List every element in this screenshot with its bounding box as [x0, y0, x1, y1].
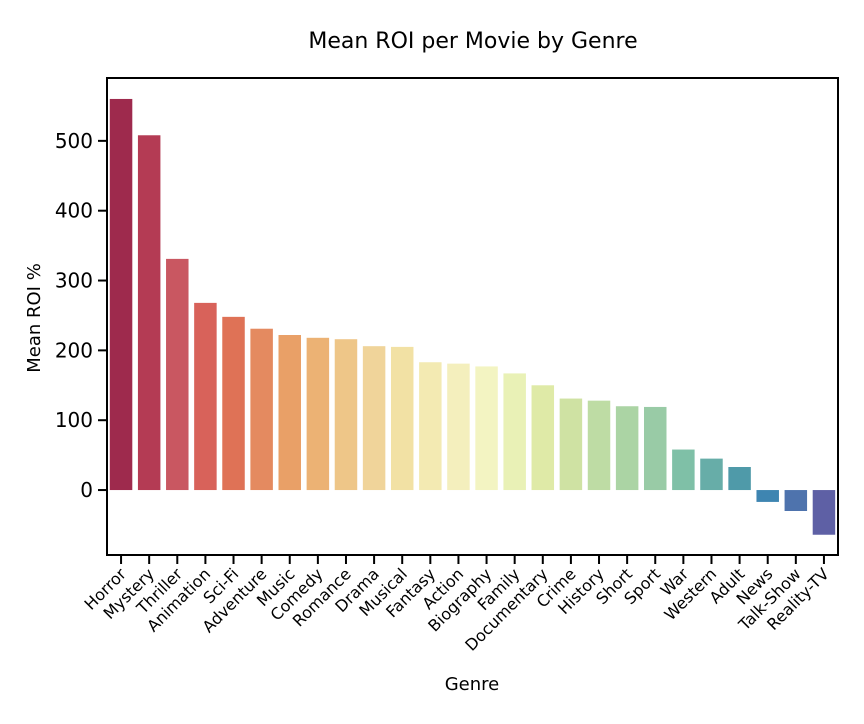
- y-tick-label: 100: [55, 408, 93, 432]
- chart-title: Mean ROI per Movie by Genre: [308, 29, 637, 54]
- bar-short: [615, 406, 639, 491]
- bar-adventure: [250, 328, 273, 491]
- bar-reality-tv: [812, 490, 836, 535]
- bar-fantasy: [419, 362, 442, 491]
- bar-mystery: [137, 135, 161, 491]
- bar-music: [278, 335, 301, 491]
- bar-drama: [362, 346, 386, 491]
- y-tick-label: 200: [55, 338, 93, 362]
- bar-biography: [475, 366, 498, 491]
- bar-crime: [559, 398, 583, 491]
- bar-talk-show: [784, 490, 808, 511]
- y-tick-label: 0: [80, 478, 93, 502]
- bar-romance: [334, 339, 358, 491]
- bar-western: [700, 458, 723, 491]
- bar-animation: [194, 302, 217, 491]
- y-tick-label: 300: [55, 269, 93, 293]
- x-axis-label: Genre: [445, 674, 500, 695]
- bar-sci-fi: [222, 316, 245, 491]
- y-tick-label: 500: [55, 129, 93, 153]
- bar-sport: [644, 406, 667, 491]
- bar-horror: [109, 98, 133, 491]
- y-axis-label: Mean ROI %: [24, 263, 45, 373]
- bar-history: [587, 400, 611, 491]
- bar-thriller: [166, 258, 189, 491]
- bar-war: [672, 449, 695, 491]
- x-axis-ticks: HorrorMysteryThrillerAnimationSci-FiAdve…: [81, 555, 833, 655]
- plot-frame: [106, 77, 839, 556]
- bar-news: [756, 490, 779, 502]
- y-tick-label: 400: [55, 199, 93, 223]
- bar-documentary: [531, 385, 555, 491]
- bar-comedy: [306, 337, 330, 491]
- bar-family: [503, 373, 526, 491]
- bar-action: [447, 363, 470, 491]
- y-axis-ticks: 0 100 200 300 400 500: [55, 129, 107, 502]
- bar-musical: [390, 346, 414, 491]
- bars-layer: [109, 98, 836, 535]
- bar-adult: [728, 467, 751, 491]
